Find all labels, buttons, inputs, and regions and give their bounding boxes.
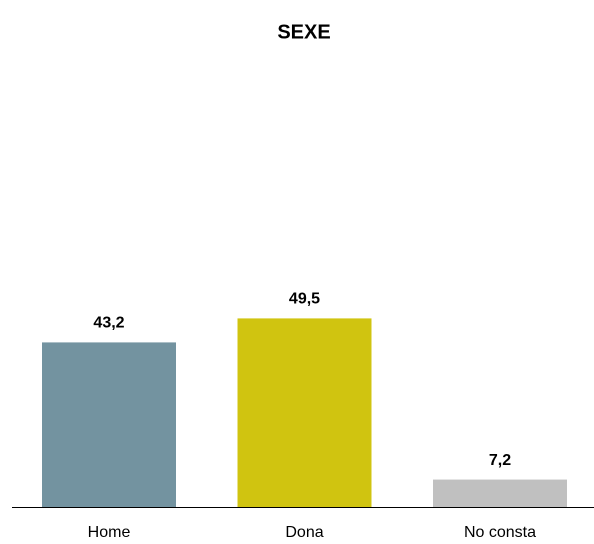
value-label: 49,5 (289, 291, 320, 308)
bar (237, 318, 372, 507)
bar (433, 479, 567, 507)
chart-title: SEXE (277, 21, 330, 43)
value-label: 43,2 (93, 315, 124, 332)
x-tick-label: Dona (285, 524, 323, 541)
x-tick-label: Home (88, 524, 131, 541)
x-tick-label: No consta (464, 524, 536, 541)
value-label: 7,2 (489, 452, 511, 469)
bar (42, 342, 176, 507)
